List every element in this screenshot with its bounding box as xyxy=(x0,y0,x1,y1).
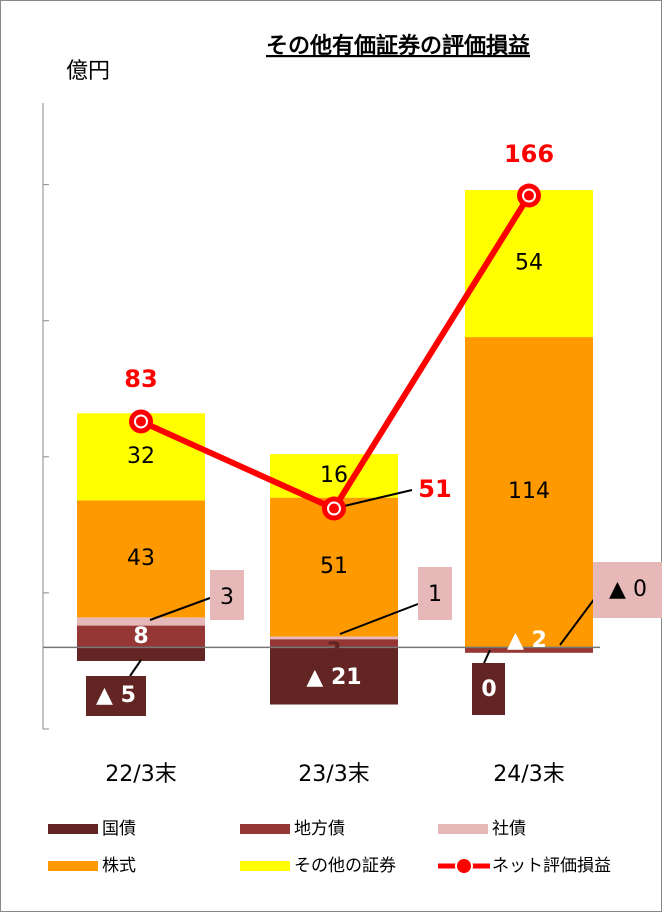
line-marker-ring xyxy=(328,503,340,515)
legend-marker xyxy=(456,858,472,874)
data-label: 8 xyxy=(133,624,148,649)
bar-segment xyxy=(77,647,205,661)
data-label: 51 xyxy=(320,554,348,579)
data-label: 16 xyxy=(320,463,348,488)
x-tick-label: 23/3末 xyxy=(298,762,369,787)
line-marker-ring xyxy=(523,190,535,202)
y-axis-label: 億円 xyxy=(66,59,110,84)
legend-swatch xyxy=(48,824,98,834)
line-label: 51 xyxy=(418,475,451,503)
data-label: ▲ 0 xyxy=(609,577,647,602)
x-tick-label: 24/3末 xyxy=(493,762,564,787)
legend-label: ネット評価損益 xyxy=(492,856,611,876)
data-label: 32 xyxy=(127,444,155,469)
chart-title: その他有価証券の評価損益 xyxy=(266,33,530,59)
legend-label: 地方債 xyxy=(294,819,345,839)
line-marker-ring xyxy=(135,415,147,427)
legend-swatch xyxy=(240,824,290,834)
data-label: 114 xyxy=(508,479,550,504)
line-label: 83 xyxy=(124,365,157,393)
data-label: 54 xyxy=(515,251,543,276)
data-label: ▲ 5 xyxy=(96,683,136,708)
x-tick-label: 22/3末 xyxy=(105,762,176,787)
legend-swatch xyxy=(438,824,488,834)
legend-label: 社債 xyxy=(492,819,526,839)
line-label: 166 xyxy=(504,140,554,168)
legend-label: その他の証券 xyxy=(294,856,396,876)
data-label: 1 xyxy=(428,582,442,607)
legend-swatch xyxy=(48,861,98,871)
data-label: ▲ 2 xyxy=(507,628,547,653)
data-label: 3 xyxy=(326,639,341,664)
legend-label: 国債 xyxy=(102,819,136,839)
data-label: 0 xyxy=(481,677,496,702)
data-label: 43 xyxy=(127,546,155,571)
data-label: 3 xyxy=(220,585,234,610)
legend-label: 株式 xyxy=(102,856,136,876)
legend-swatch xyxy=(240,861,290,871)
data-label: ▲ 21 xyxy=(306,665,361,690)
